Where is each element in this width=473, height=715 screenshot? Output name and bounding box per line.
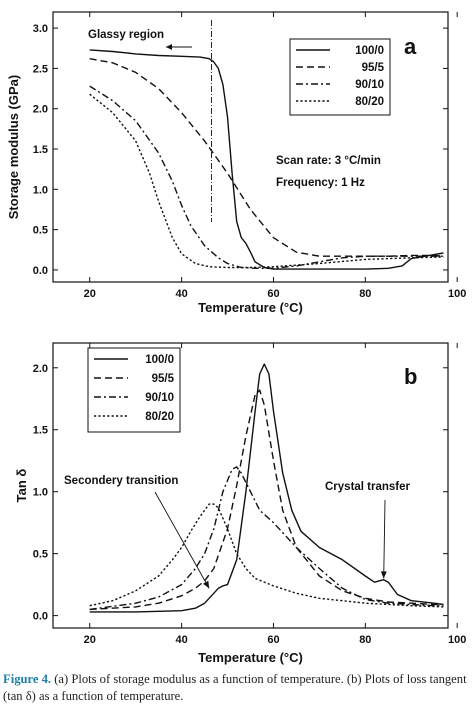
x-tick-label: 60 xyxy=(267,288,279,300)
annotation-pointer-head xyxy=(380,571,387,579)
series-line-100-0 xyxy=(89,363,444,613)
x-tick-label: 100 xyxy=(448,634,466,646)
plot-frame xyxy=(52,11,449,283)
y-tick-label: 0.5 xyxy=(33,225,48,237)
y-tick-label: 2.0 xyxy=(33,363,48,375)
x-axis-label: Temperature (°C) xyxy=(198,650,303,665)
plot-frame xyxy=(52,342,449,629)
chart-panel-a: 20 40 60 80 100 0.0 0.5 1.0 1.5 2.0 2.5 3.0 Temperat… xyxy=(6,11,466,315)
annotation-text: Glassy region xyxy=(88,29,164,41)
legend-label: 80/20 xyxy=(145,411,174,423)
y-tick-label: 2.5 xyxy=(33,63,48,75)
legend-box xyxy=(87,347,181,433)
legend-label: 95/5 xyxy=(152,373,175,385)
annotation-arrowhead xyxy=(166,44,172,50)
x-tick-label: 20 xyxy=(84,634,96,646)
annotation-text: Scan rate: 3 °C/min xyxy=(276,155,381,167)
y-tick-label: 0.0 xyxy=(33,611,48,623)
series-line-90-10 xyxy=(89,466,444,611)
annotation-text: Crystal transfer xyxy=(325,481,411,493)
legend-label: 80/20 xyxy=(355,96,384,108)
y-axis-label: Tan δ xyxy=(14,469,29,503)
caption-label: Figure 4. xyxy=(3,672,52,686)
legend-label: 100/0 xyxy=(355,45,384,57)
y-tick-label: 1.5 xyxy=(33,144,48,156)
annotation-pointer-head xyxy=(203,580,210,589)
annotation-text: Frequency: 1 Hz xyxy=(276,177,365,189)
figure-caption: Figure 4. (a) Plots of storage modulus a… xyxy=(3,671,469,705)
annotation-pointer xyxy=(154,491,210,589)
y-tick-label: 0.0 xyxy=(33,265,48,277)
series-line-80-20 xyxy=(89,503,444,608)
annotation-text: Secondery transition xyxy=(64,475,178,487)
x-tick-label: 40 xyxy=(175,288,187,300)
legend-box xyxy=(289,38,391,116)
legend-label: 90/10 xyxy=(355,79,384,91)
legend-label: 95/5 xyxy=(362,62,385,74)
x-axis-label: Temperature (°C) xyxy=(198,300,303,315)
y-tick-label: 1.5 xyxy=(33,425,48,437)
figure-canvas: 20 40 60 80 100 0.0 0.5 1.0 1.5 2.0 2.5 3.0 Temperat… xyxy=(6,11,466,665)
legend-label: 100/0 xyxy=(145,354,174,366)
y-tick-label: 3.0 xyxy=(33,23,48,35)
annotation-pointer xyxy=(383,499,386,579)
x-tick-label: 100 xyxy=(448,288,466,300)
panel-label: b xyxy=(404,364,417,389)
y-tick-label: 1.0 xyxy=(33,487,48,499)
x-tick-label: 40 xyxy=(175,634,187,646)
y-tick-label: 2.0 xyxy=(33,104,48,116)
x-tick-label: 80 xyxy=(359,634,371,646)
legend-label: 90/10 xyxy=(145,392,174,404)
x-tick-label: 20 xyxy=(84,288,96,300)
series-line-80-20 xyxy=(89,93,444,269)
x-tick-label: 80 xyxy=(359,288,371,300)
y-tick-label: 1.0 xyxy=(33,184,48,196)
panel-label: a xyxy=(404,34,417,59)
chart-panel-b: 20 40 60 80 100 0.0 0.5 1.0 1.5 2.0 Temperature (°… xyxy=(14,342,466,665)
series-line-95-5 xyxy=(89,389,444,611)
x-tick-label: 60 xyxy=(267,634,279,646)
series-line-100-0 xyxy=(89,49,444,270)
series-line-95-5 xyxy=(89,58,444,257)
y-axis-label: Storage modulus (GPa) xyxy=(6,75,21,219)
caption-text: (a) Plots of storage modulus as a functi… xyxy=(3,672,467,703)
y-tick-label: 0.5 xyxy=(33,549,48,561)
